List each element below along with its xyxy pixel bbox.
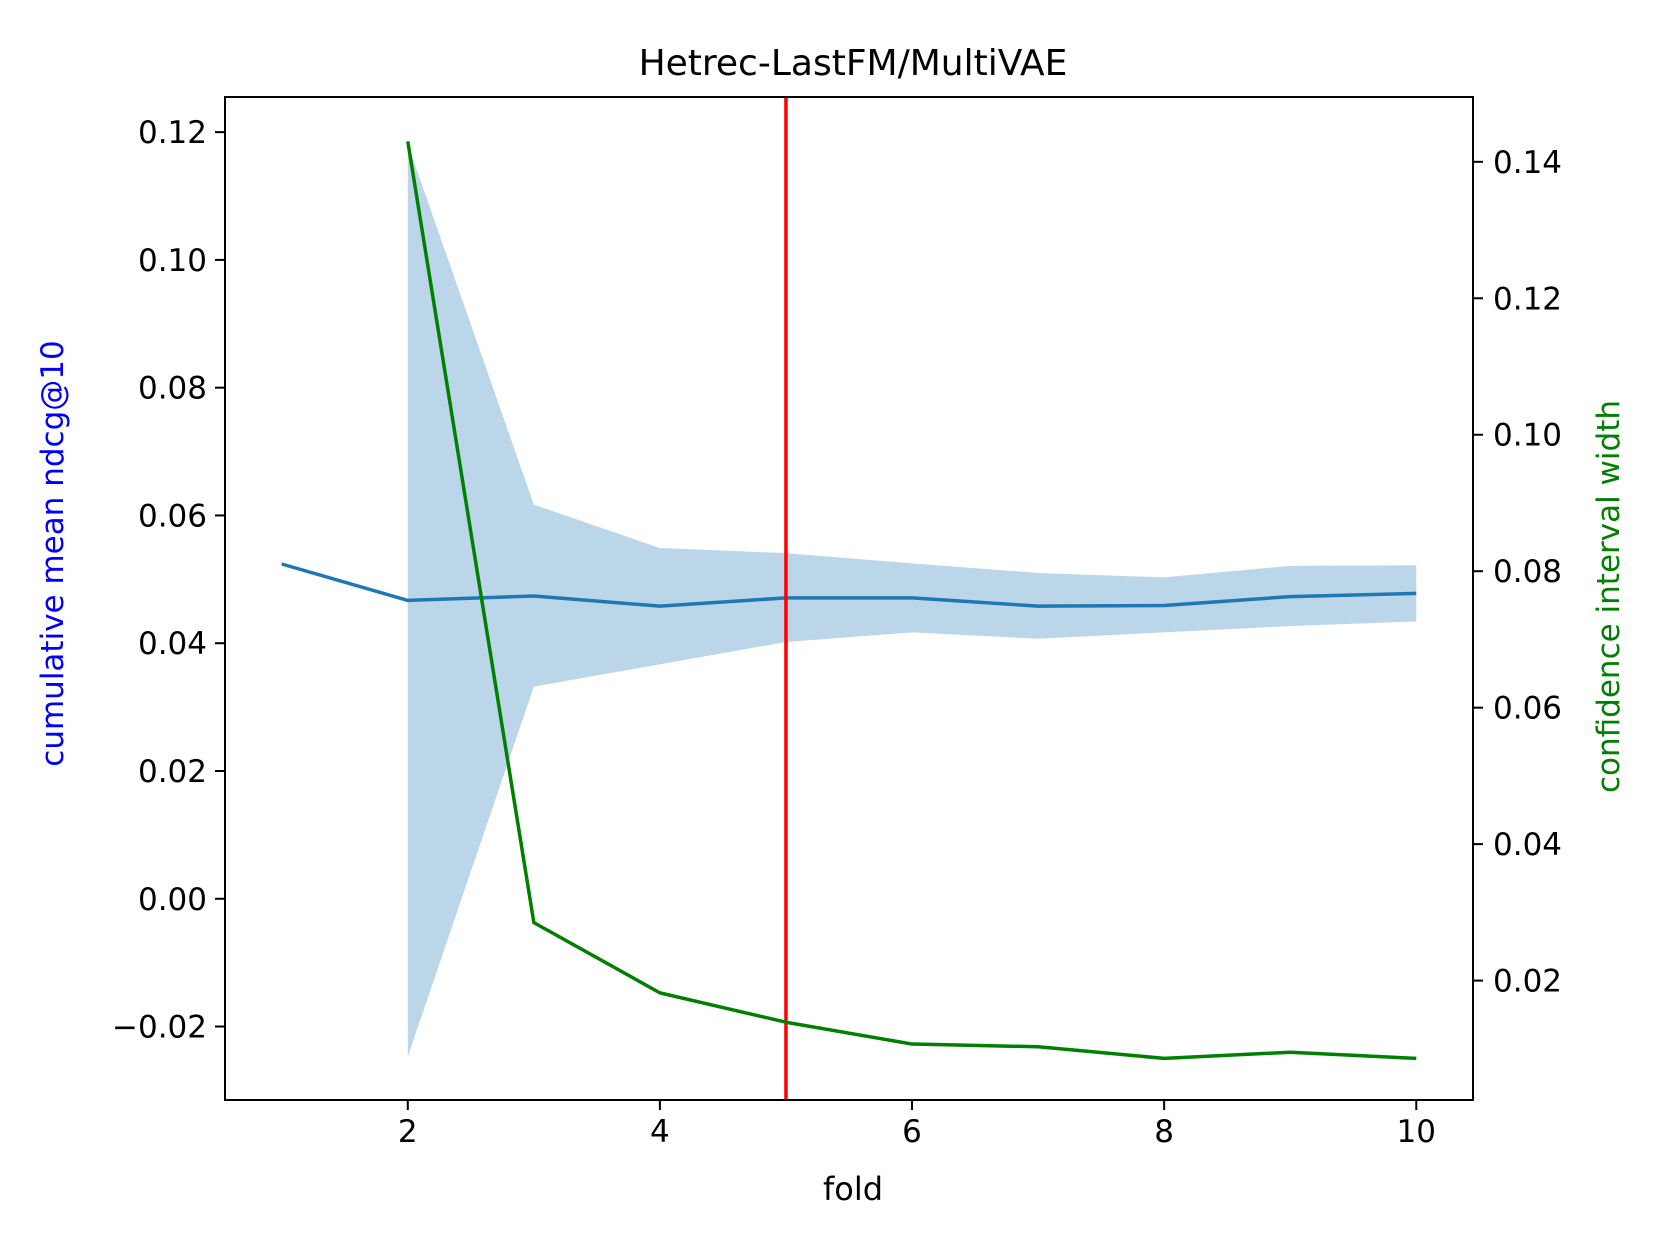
y-axis-right-label: confidence interval width bbox=[1591, 400, 1627, 793]
plot-area bbox=[281, 97, 1417, 1100]
y-right-tick-label: 0.04 bbox=[1493, 827, 1562, 863]
confidence-band bbox=[407, 144, 1417, 1057]
x-axis-label: fold bbox=[823, 1170, 883, 1208]
y-axis-left-label: cumulative mean ndcg@10 bbox=[35, 340, 71, 766]
x-tick-label: 10 bbox=[1397, 1114, 1436, 1150]
y-right-tick-label: 0.12 bbox=[1493, 281, 1562, 317]
x-tick-label: 8 bbox=[1154, 1114, 1174, 1150]
x-tick-label: 4 bbox=[650, 1114, 670, 1150]
x-tick-label: 2 bbox=[398, 1114, 418, 1150]
y-left-tick-label: 0.12 bbox=[138, 115, 207, 151]
y-left-tick-label: 0.10 bbox=[138, 243, 207, 279]
plot-frame bbox=[224, 96, 1474, 1101]
x-tick-label: 6 bbox=[902, 1114, 922, 1150]
y-right-tick-label: 0.14 bbox=[1493, 145, 1562, 181]
y-left-tick-label: 0.04 bbox=[138, 626, 207, 662]
chart-title: Hetrec-LastFM/MultiVAE bbox=[639, 43, 1068, 84]
axes: 2 4 6 8 10 −0.02 0.00 0.02 0.04 0.06 0.08 0.10 0.12 0… bbox=[112, 96, 1562, 1150]
y-right-tick-label: 0.02 bbox=[1493, 964, 1562, 1000]
y-left-tick-label: 0.02 bbox=[138, 754, 207, 790]
y-right-tick-label: 0.08 bbox=[1493, 554, 1562, 590]
y-left-tick-label: 0.00 bbox=[138, 882, 207, 918]
y-left-tick-label: 0.06 bbox=[138, 498, 207, 534]
ci-width-line bbox=[406, 141, 1417, 1061]
y-right-tick-label: 0.10 bbox=[1493, 418, 1562, 454]
mean-ndcg-line bbox=[281, 562, 1417, 608]
y-right-tick-label: 0.06 bbox=[1493, 691, 1562, 727]
y-left-tick-label: 0.08 bbox=[138, 371, 207, 407]
y-left-tick-label: −0.02 bbox=[112, 1010, 207, 1046]
